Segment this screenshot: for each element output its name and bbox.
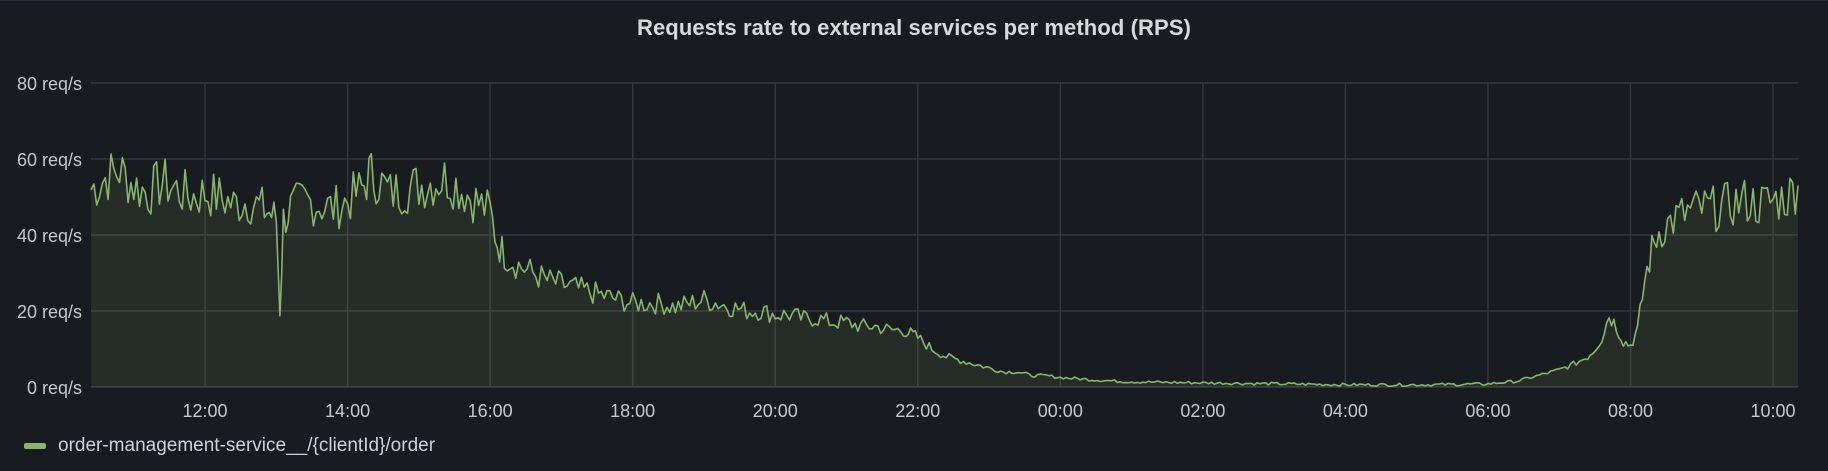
series-line [90, 152, 1799, 387]
y-tick-label: 40 req/s [17, 226, 82, 246]
x-tick-label: 10:00 [1751, 401, 1796, 421]
x-tick-label: 08:00 [1608, 401, 1653, 421]
x-tick-label: 16:00 [468, 401, 513, 421]
y-tick-label: 80 req/s [17, 74, 82, 94]
y-tick-label: 0 req/s [27, 378, 82, 398]
panel-title: Requests rate to external services per m… [636, 15, 1192, 40]
y-tick-label: 20 req/s [17, 302, 82, 322]
x-tick-label: 18:00 [610, 401, 655, 421]
legend-swatch [24, 443, 46, 449]
x-tick-label: 12:00 [183, 401, 228, 421]
x-tick-label: 00:00 [1038, 401, 1083, 421]
x-tick-label: 04:00 [1323, 401, 1368, 421]
y-tick-label: 60 req/s [17, 150, 82, 170]
x-tick-label: 02:00 [1180, 401, 1225, 421]
x-tick-label: 20:00 [753, 401, 798, 421]
legend-series-label[interactable]: order-management-service__/{clientId}/or… [58, 435, 436, 456]
x-tick-label: 06:00 [1465, 401, 1510, 421]
series-area [91, 153, 1798, 387]
x-tick-label: 22:00 [895, 401, 940, 421]
legend: order-management-service__/{clientId}/or… [24, 435, 435, 457]
x-tick-label: 14:00 [325, 401, 370, 421]
